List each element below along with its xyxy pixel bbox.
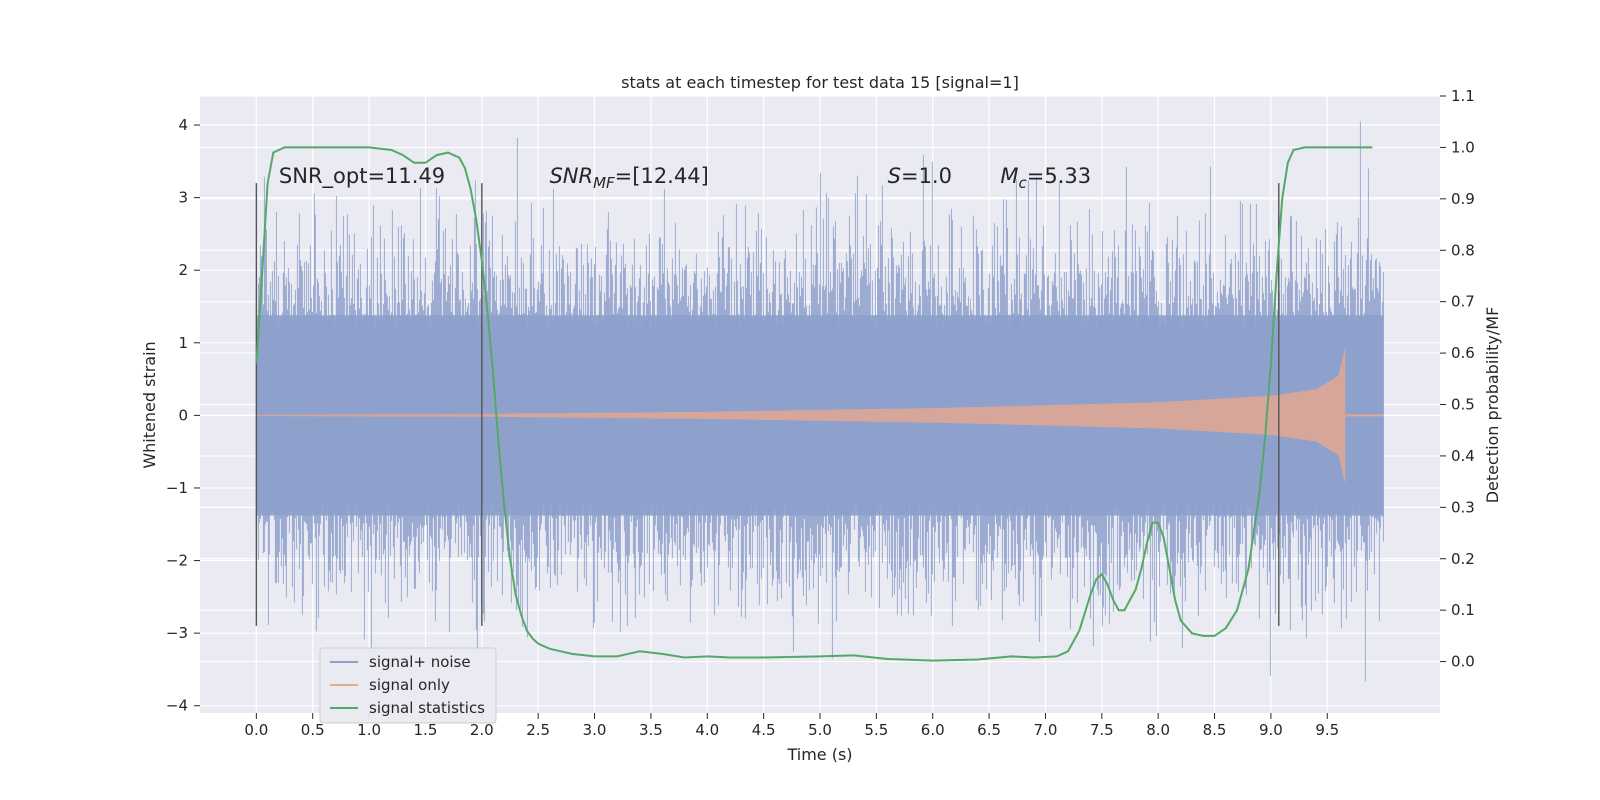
legend: signal+ noise signal only signal statist…	[319, 647, 497, 724]
x-tick-label: 4.0	[695, 721, 719, 739]
x-tick-label: 0.5	[301, 721, 325, 739]
signal-only-series	[256, 346, 1346, 485]
y2-axis-label: Detection probability/MF	[1483, 307, 1502, 504]
y2-tick-label: 0.7	[1451, 293, 1475, 311]
legend-label-signal-statistics: signal statistics	[369, 699, 485, 717]
x-tick-label: 9.5	[1315, 721, 1339, 739]
x-tick-label: 4.5	[752, 721, 776, 739]
y-axis-label: Whitened strain	[140, 341, 159, 468]
x-tick-label: 2.0	[470, 721, 494, 739]
chart-title: stats at each timestep for test data 15 …	[621, 73, 1019, 92]
y2-tick-label: 1.1	[1451, 87, 1475, 105]
legend-label-signal-noise: signal+ noise	[369, 653, 471, 671]
x-tick-label: 5.5	[864, 721, 888, 739]
annotation: SNR_opt=11.49	[279, 164, 445, 189]
y2-tick-label: 0.2	[1451, 550, 1475, 568]
y-tick-label: 1	[178, 334, 188, 352]
y2-tick-label: 0.4	[1451, 447, 1475, 465]
y2-tick-label: 0.3	[1451, 498, 1475, 516]
y2-tick-label: 0.9	[1451, 190, 1475, 208]
x-tick-label: 2.5	[526, 721, 550, 739]
y2-tick-label: 0.6	[1451, 344, 1475, 362]
y2-tick-label: 0.8	[1451, 241, 1475, 259]
x-tick-label: 7.5	[1090, 721, 1114, 739]
x-tick-label: 3.0	[583, 721, 607, 739]
y-tick-label: −4	[166, 697, 188, 715]
x-tick-label: 8.5	[1203, 721, 1227, 739]
y2-tick-label: 1.0	[1451, 138, 1475, 156]
y-tick-label: 3	[178, 189, 188, 207]
x-tick-label: 6.5	[977, 721, 1001, 739]
x-tick-label: 7.0	[1034, 721, 1058, 739]
y-tick-label: −3	[166, 624, 188, 642]
data-series	[255, 121, 1384, 682]
annotation: SNRMF=[12.44]	[549, 164, 708, 192]
y-tick-label: −2	[166, 552, 188, 570]
annotation: S=1.0	[888, 164, 952, 188]
y2-tick-label: 0.1	[1451, 601, 1475, 619]
legend-box	[319, 647, 497, 724]
axes: 0.0 0.5 1.0 1.5 2.0 2.5 3.0 3.5 4.0 4.5 5.0 5.5 6.0 6…	[166, 87, 1475, 739]
x-tick-label: 0.0	[244, 721, 268, 739]
y-tick-label: 2	[178, 261, 188, 279]
legend-label-signal-only: signal only	[369, 676, 450, 694]
x-tick-label: 6.0	[921, 721, 945, 739]
y2-tick-label: 0.5	[1451, 396, 1475, 414]
x-tick-label: 3.5	[639, 721, 663, 739]
x-tick-label: 1.5	[414, 721, 438, 739]
y-tick-label: 0	[178, 406, 188, 424]
y-tick-label: 4	[178, 116, 188, 134]
x-tick-label: 1.0	[357, 721, 381, 739]
x-tick-label: 8.0	[1146, 721, 1170, 739]
annotation: Mc=5.33	[1000, 164, 1091, 192]
annotations: SNR_opt=11.49 SNRMF=[12.44] S=1.0 Mc=5.33	[279, 164, 1091, 192]
x-tick-label: 9.0	[1259, 721, 1283, 739]
y-tick-label: −1	[166, 479, 188, 497]
signal-statistics-series	[255, 146, 1373, 662]
x-axis-label: Time (s)	[786, 745, 852, 764]
x-tick-label: 5.0	[808, 721, 832, 739]
y2-tick-label: 0.0	[1451, 653, 1475, 671]
